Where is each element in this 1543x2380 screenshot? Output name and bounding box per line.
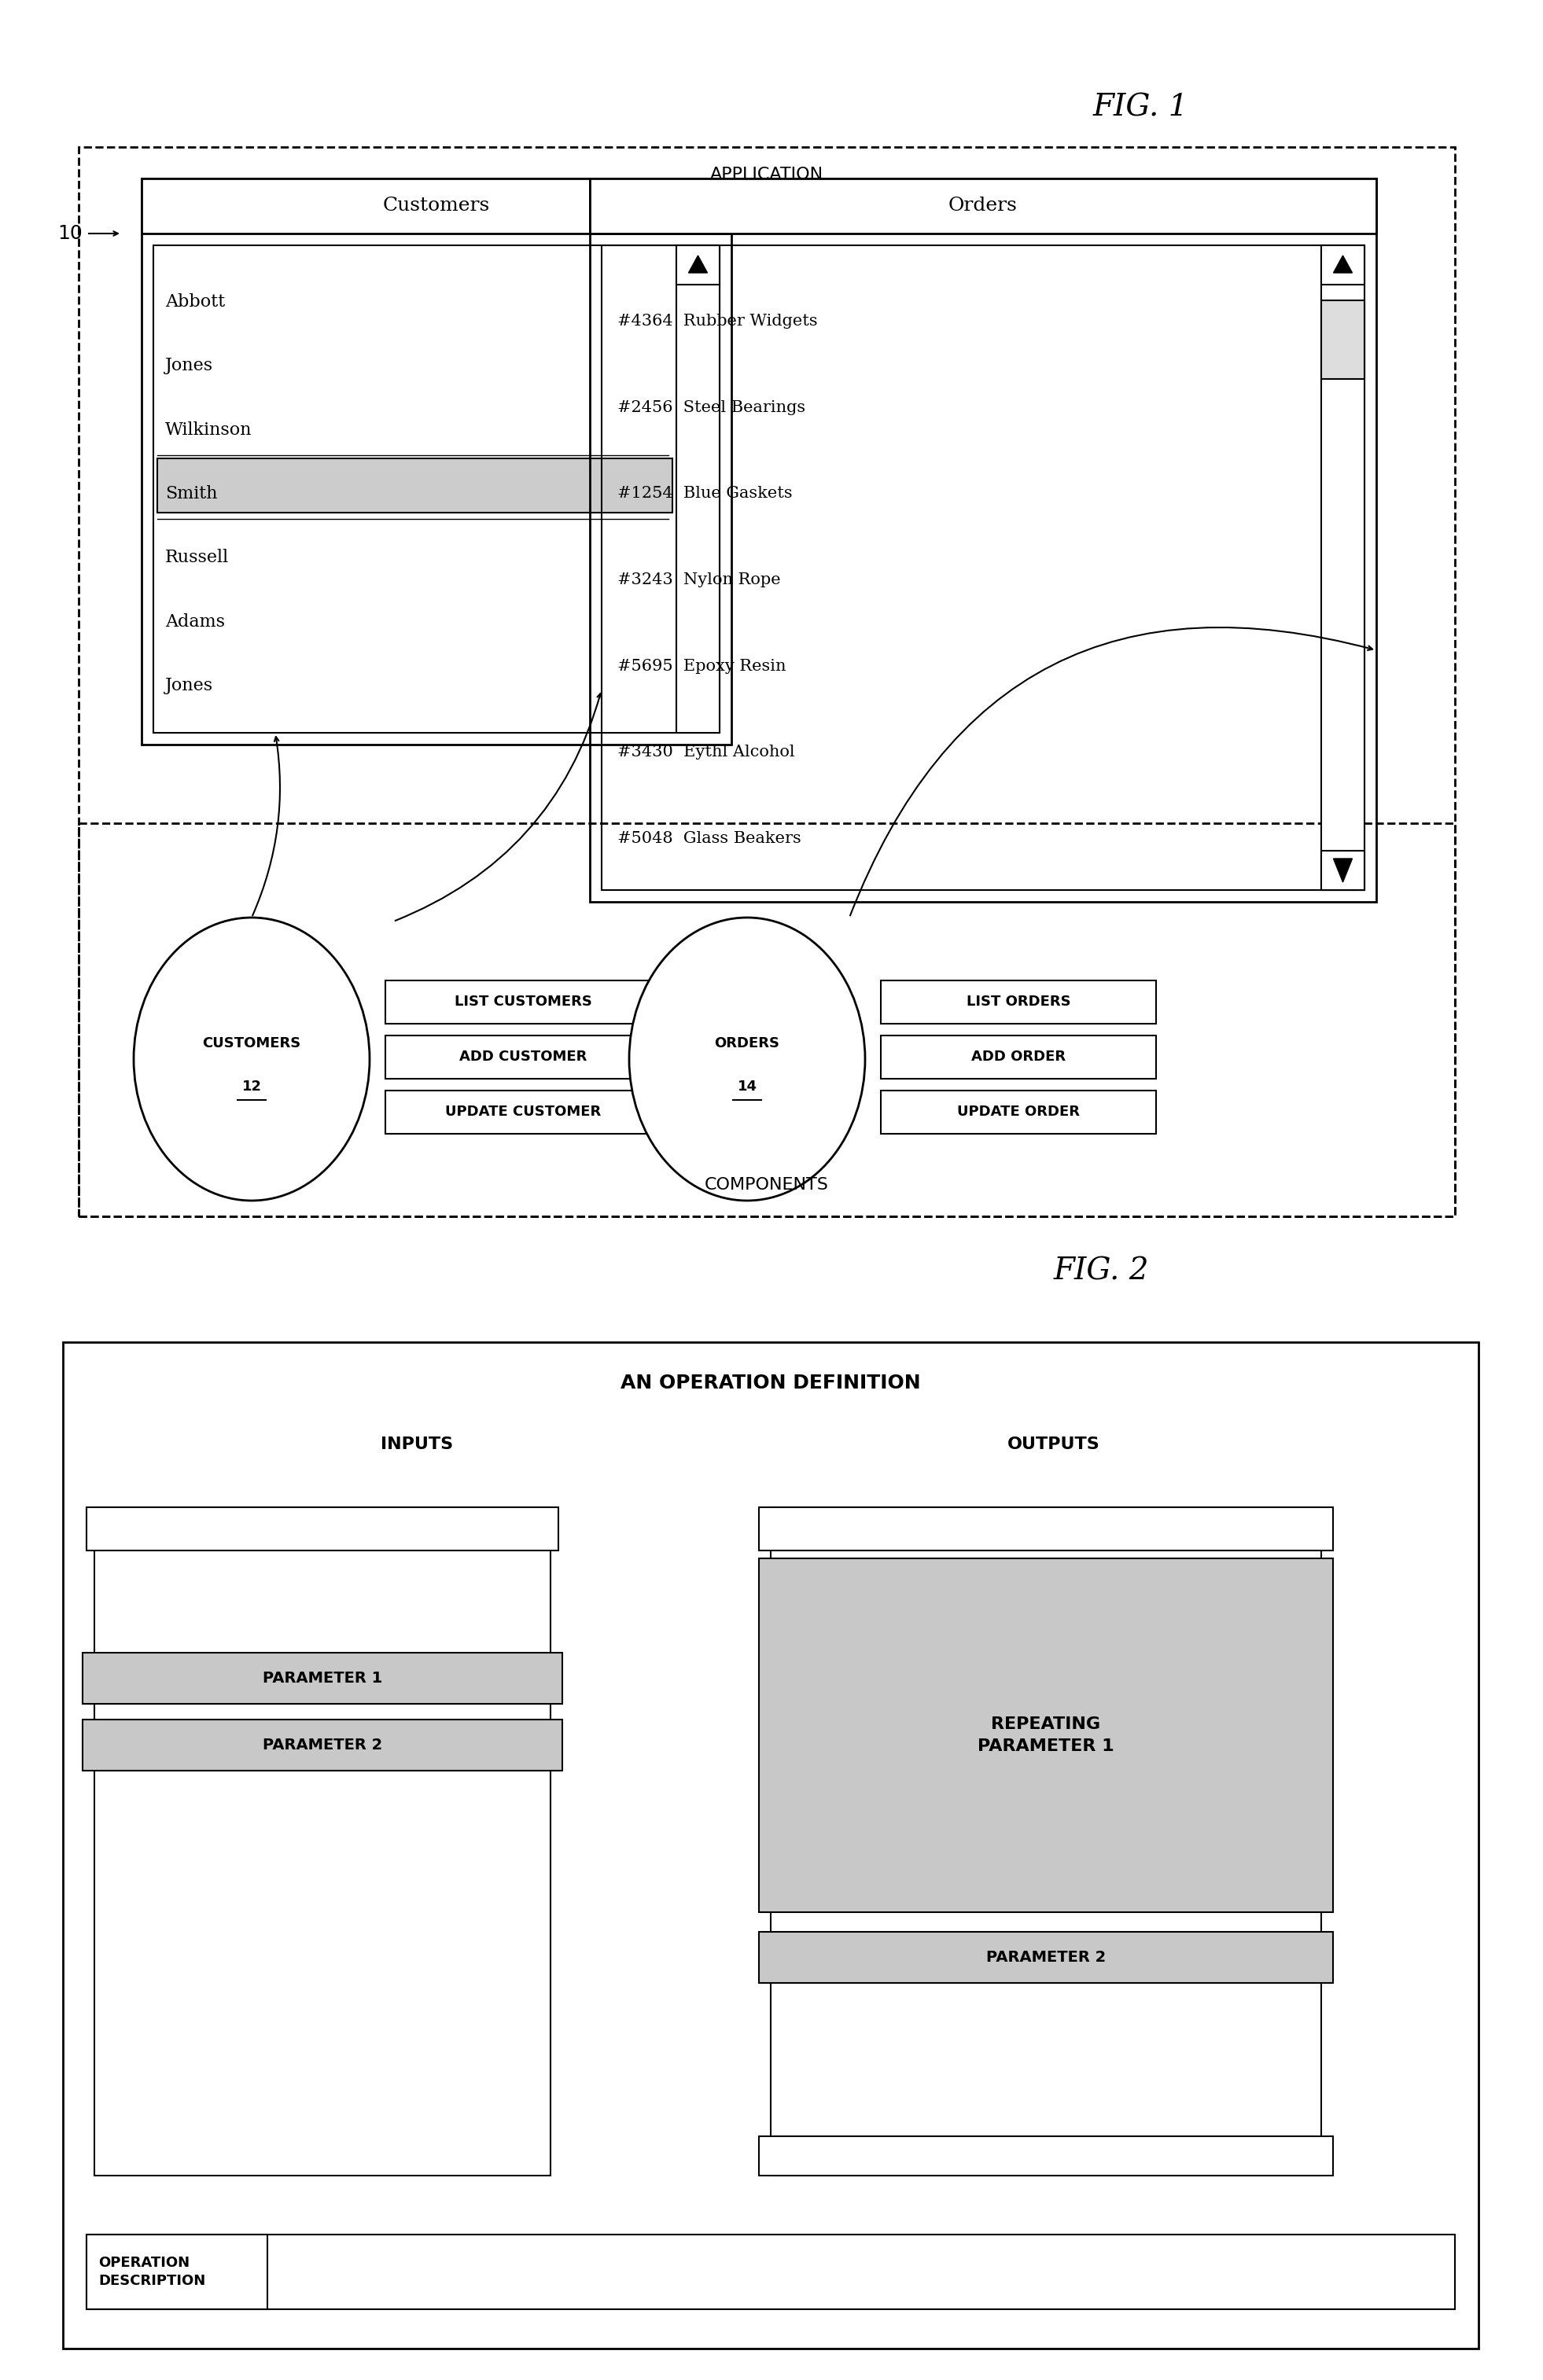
Bar bbox=[94, 1507, 551, 2175]
Text: Abbott: Abbott bbox=[165, 293, 225, 309]
Text: Jones: Jones bbox=[165, 357, 213, 374]
Polygon shape bbox=[1333, 255, 1352, 274]
Bar bbox=[759, 1559, 1333, 1911]
Text: OUTPUTS: OUTPUTS bbox=[1008, 1438, 1100, 1452]
Text: Smith: Smith bbox=[165, 486, 218, 502]
Bar bbox=[63, 1342, 1478, 2349]
Bar bbox=[153, 245, 719, 733]
Bar bbox=[1321, 245, 1364, 286]
Text: ADD CUSTOMER: ADD CUSTOMER bbox=[460, 1050, 586, 1064]
Text: Adams: Adams bbox=[165, 614, 225, 631]
Text: PARAMETER 2: PARAMETER 2 bbox=[262, 1737, 383, 1752]
Text: 12: 12 bbox=[242, 1081, 261, 1095]
Ellipse shape bbox=[134, 919, 370, 1200]
Text: UPDATE ORDER: UPDATE ORDER bbox=[957, 1104, 1080, 1119]
Bar bbox=[589, 178, 1376, 233]
Text: LIST CUSTOMERS: LIST CUSTOMERS bbox=[454, 995, 593, 1009]
Text: #3243  Nylon Rope: #3243 Nylon Rope bbox=[617, 571, 781, 588]
Polygon shape bbox=[1333, 859, 1352, 883]
Text: APPLICATION: APPLICATION bbox=[710, 167, 824, 183]
Bar bbox=[142, 178, 731, 233]
Text: ORDERS: ORDERS bbox=[714, 1035, 779, 1050]
Bar bbox=[386, 1035, 660, 1078]
Bar bbox=[386, 1090, 660, 1133]
Text: AN OPERATION DEFINITION: AN OPERATION DEFINITION bbox=[620, 1373, 921, 1392]
Text: OPERATION
DESCRIPTION: OPERATION DESCRIPTION bbox=[99, 2256, 205, 2287]
Text: Customers: Customers bbox=[383, 198, 491, 214]
Text: CUSTOMERS: CUSTOMERS bbox=[202, 1035, 301, 1050]
Bar bbox=[770, 1507, 1321, 2175]
Bar bbox=[676, 245, 719, 733]
Bar bbox=[1321, 245, 1364, 890]
Bar bbox=[86, 1507, 559, 1549]
Bar bbox=[83, 1652, 562, 1704]
Text: PARAMETER 2: PARAMETER 2 bbox=[986, 1949, 1106, 1966]
Text: FIG. 2: FIG. 2 bbox=[1054, 1257, 1150, 1285]
Bar bbox=[759, 2137, 1333, 2175]
Bar bbox=[1321, 850, 1364, 890]
Bar bbox=[589, 178, 1376, 902]
Bar bbox=[881, 981, 1156, 1023]
Bar bbox=[602, 245, 1364, 890]
Text: LIST ORDERS: LIST ORDERS bbox=[966, 995, 1071, 1009]
Bar bbox=[386, 981, 660, 1023]
Text: PARAMETER 1: PARAMETER 1 bbox=[262, 1671, 383, 1685]
Text: UPDATE CUSTOMER: UPDATE CUSTOMER bbox=[444, 1104, 600, 1119]
Ellipse shape bbox=[630, 919, 866, 1200]
Bar bbox=[79, 148, 1455, 1216]
Bar bbox=[86, 2235, 1455, 2309]
Text: FIG. 1: FIG. 1 bbox=[1092, 93, 1188, 121]
Bar bbox=[157, 459, 673, 514]
Text: Jones: Jones bbox=[165, 676, 213, 695]
Text: #4364  Rubber Widgets: #4364 Rubber Widgets bbox=[617, 314, 818, 328]
Text: Orders: Orders bbox=[949, 198, 1017, 214]
Bar bbox=[881, 1090, 1156, 1133]
Text: #5048  Glass Beakers: #5048 Glass Beakers bbox=[617, 831, 801, 845]
Bar bbox=[83, 1718, 562, 1771]
Bar bbox=[676, 245, 719, 286]
Text: INPUTS: INPUTS bbox=[381, 1438, 454, 1452]
Bar bbox=[759, 1507, 1333, 1549]
Bar bbox=[86, 2235, 267, 2309]
Text: Wilkinson: Wilkinson bbox=[165, 421, 252, 438]
Text: #2456  Steel Bearings: #2456 Steel Bearings bbox=[617, 400, 805, 414]
Text: COMPONENTS: COMPONENTS bbox=[705, 1178, 829, 1192]
Text: 14: 14 bbox=[738, 1081, 758, 1095]
Bar bbox=[142, 178, 731, 745]
Text: Russell: Russell bbox=[165, 550, 228, 566]
Text: ADD ORDER: ADD ORDER bbox=[971, 1050, 1066, 1064]
Polygon shape bbox=[688, 255, 707, 274]
Bar bbox=[79, 823, 1455, 1216]
Bar bbox=[1321, 300, 1364, 378]
Bar bbox=[759, 1933, 1333, 1983]
Text: 10: 10 bbox=[57, 224, 83, 243]
Text: #3430  Eythl Alcohol: #3430 Eythl Alcohol bbox=[617, 745, 795, 759]
Bar bbox=[881, 1035, 1156, 1078]
Text: REPEATING
PARAMETER 1: REPEATING PARAMETER 1 bbox=[978, 1716, 1114, 1754]
Text: #1254  Blue Gaskets: #1254 Blue Gaskets bbox=[617, 486, 793, 502]
Text: #5695  Epoxy Resin: #5695 Epoxy Resin bbox=[617, 659, 785, 674]
